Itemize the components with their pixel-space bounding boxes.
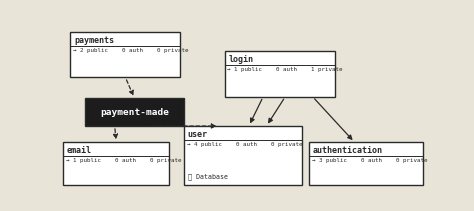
Bar <box>184 126 301 185</box>
Bar <box>63 142 169 185</box>
Text: authentication: authentication <box>313 146 383 155</box>
Bar <box>309 142 423 185</box>
Text: email: email <box>66 146 91 155</box>
Text: → 2 public    0 auth    0 private: → 2 public 0 auth 0 private <box>73 47 189 53</box>
Text: → 1 public    0 auth    0 private: → 1 public 0 auth 0 private <box>66 158 182 163</box>
Text: ☷ Database: ☷ Database <box>188 173 228 180</box>
Text: → 3 public    0 auth    0 private: → 3 public 0 auth 0 private <box>312 158 428 163</box>
Text: payments: payments <box>74 36 114 45</box>
Bar <box>70 32 181 77</box>
Text: login: login <box>228 55 253 64</box>
Bar <box>85 98 184 126</box>
Text: → 1 public    0 auth    1 private: → 1 public 0 auth 1 private <box>228 67 343 72</box>
Text: user: user <box>188 130 208 139</box>
Text: payment-made: payment-made <box>100 108 169 117</box>
Text: → 4 public    0 auth    0 private: → 4 public 0 auth 0 private <box>187 142 302 147</box>
Bar <box>225 51 335 97</box>
